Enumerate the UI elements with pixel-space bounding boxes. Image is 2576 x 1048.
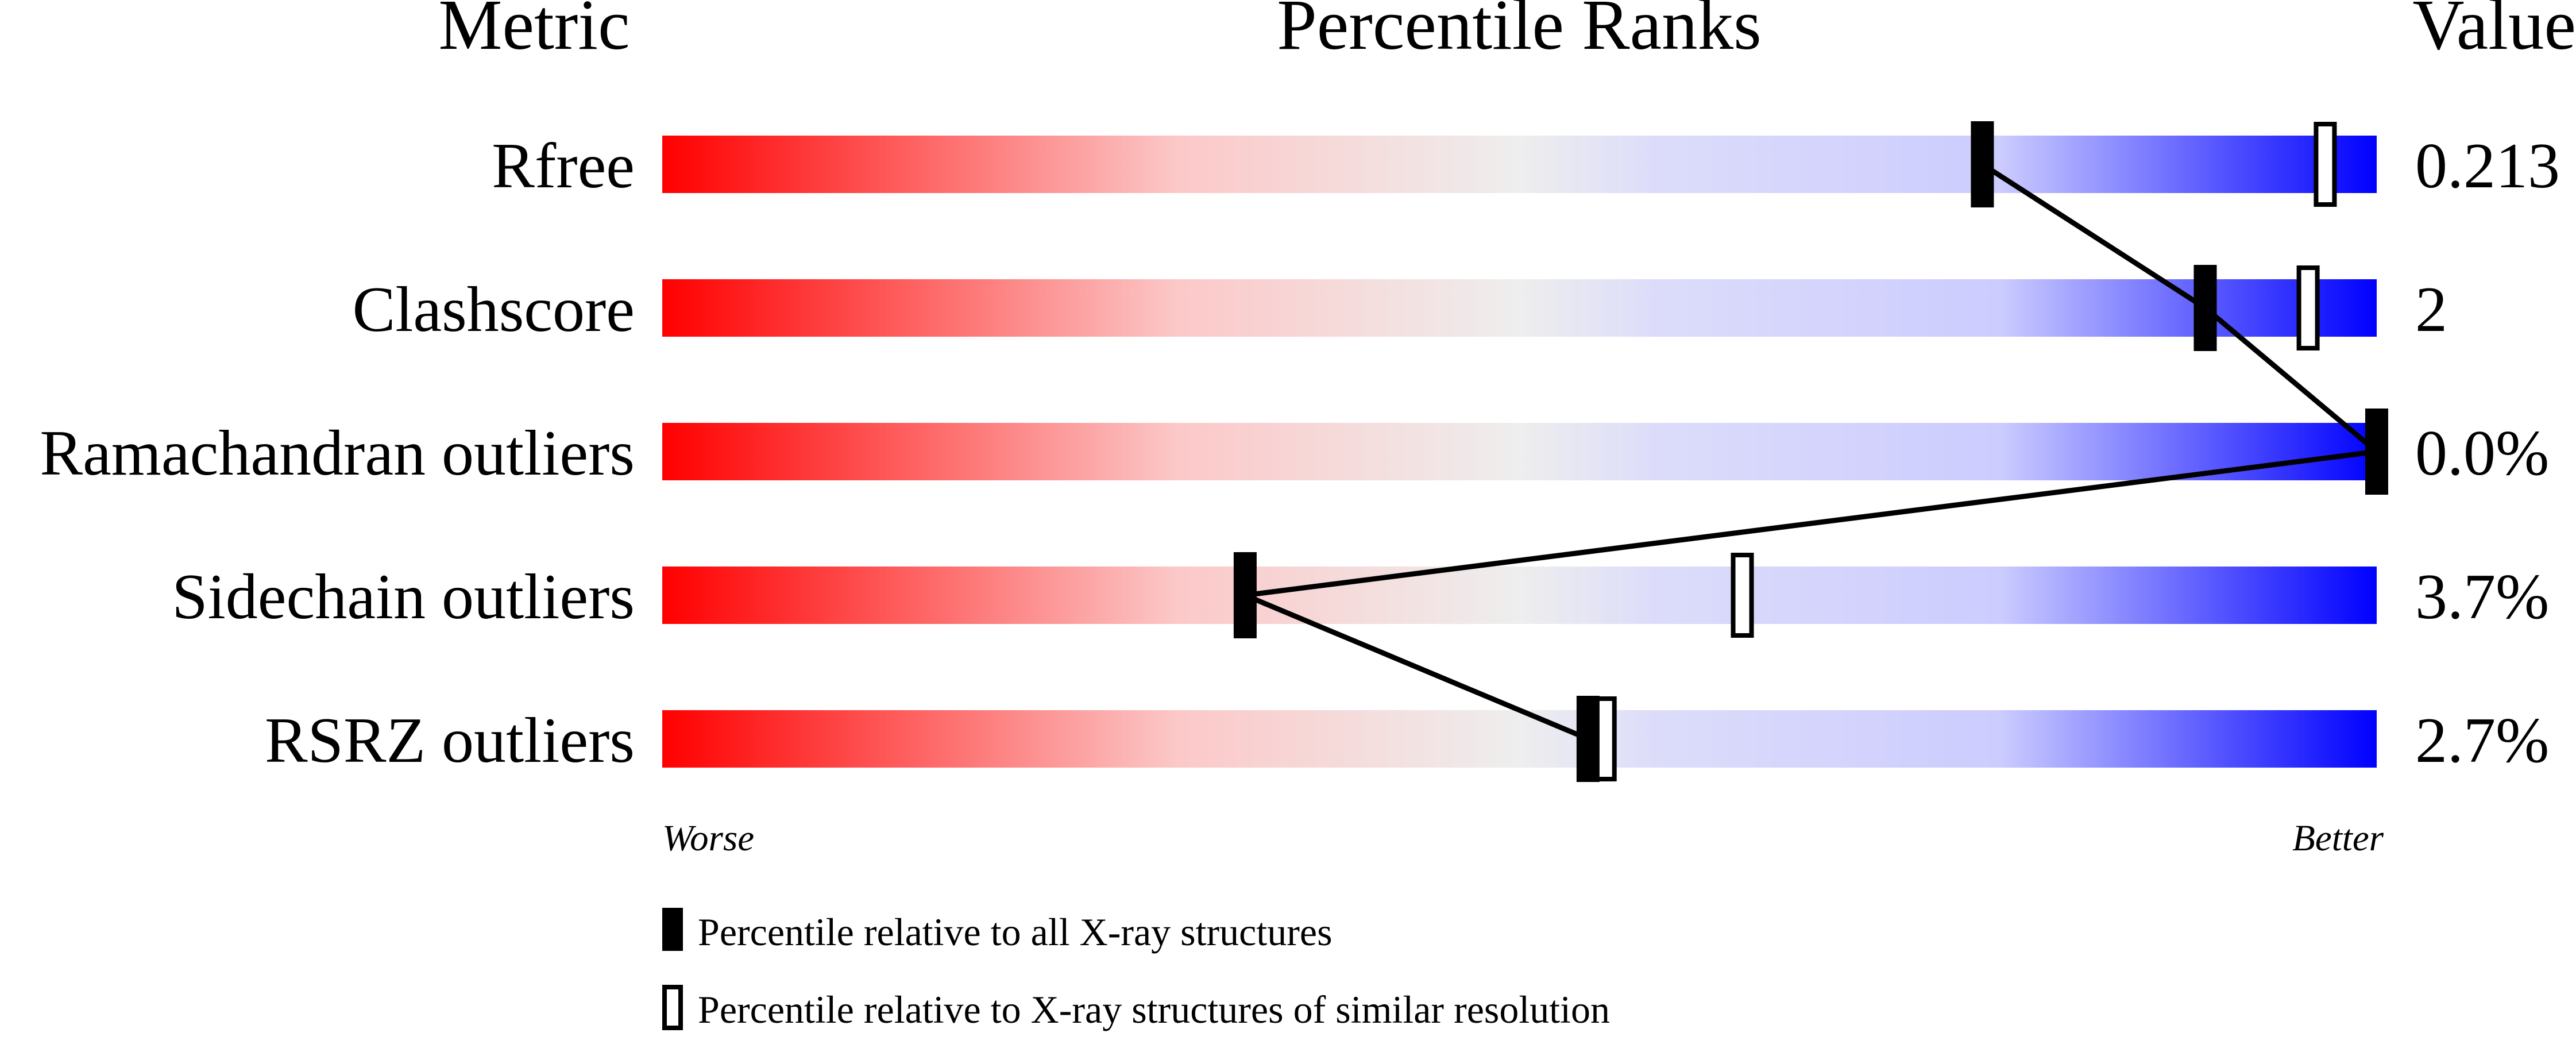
header-metric: Metric: [438, 0, 629, 65]
metric-label: Rfree: [492, 130, 635, 202]
metric-value: 0.213: [2415, 130, 2560, 202]
metric-value: 3.7%: [2415, 561, 2549, 633]
axis-label-better: Better: [2292, 818, 2384, 859]
legend-open-marker: [662, 985, 683, 1030]
marker-similar-resolution: [2314, 122, 2337, 207]
marker-all-structures: [1971, 121, 1994, 207]
marker-all-structures: [2365, 409, 2388, 495]
metric-value: 0.0%: [2415, 418, 2549, 489]
marker-all-structures: [1233, 552, 1257, 638]
percentile-bar: [662, 567, 2377, 624]
metric-value: 2.7%: [2415, 705, 2549, 776]
metric-label: RSRZ outliers: [265, 705, 635, 776]
axis-label-worse: Worse: [662, 818, 754, 859]
marker-all-structures: [2193, 265, 2217, 351]
metric-label: Clashscore: [353, 274, 635, 345]
metric-label: Ramachandran outliers: [40, 418, 635, 489]
legend-open-label: Percentile relative to X-ray structures …: [698, 988, 1610, 1031]
header-value: Value: [2412, 0, 2576, 65]
percentile-bar: [662, 136, 2377, 193]
percentile-bar: [662, 423, 2377, 480]
metric-label: Sidechain outliers: [172, 561, 635, 633]
metric-value: 2: [2415, 274, 2447, 345]
header-percentile-ranks: Percentile Ranks: [1277, 0, 1762, 65]
percentile-bar: [662, 710, 2377, 768]
marker-all-structures: [1576, 696, 1600, 782]
legend-filled-marker: [662, 908, 683, 951]
percentile-bar: [662, 279, 2377, 337]
marker-similar-resolution: [1731, 553, 1754, 638]
marker-similar-resolution: [2296, 265, 2320, 350]
legend-filled-label: Percentile relative to all X-ray structu…: [698, 910, 1333, 954]
